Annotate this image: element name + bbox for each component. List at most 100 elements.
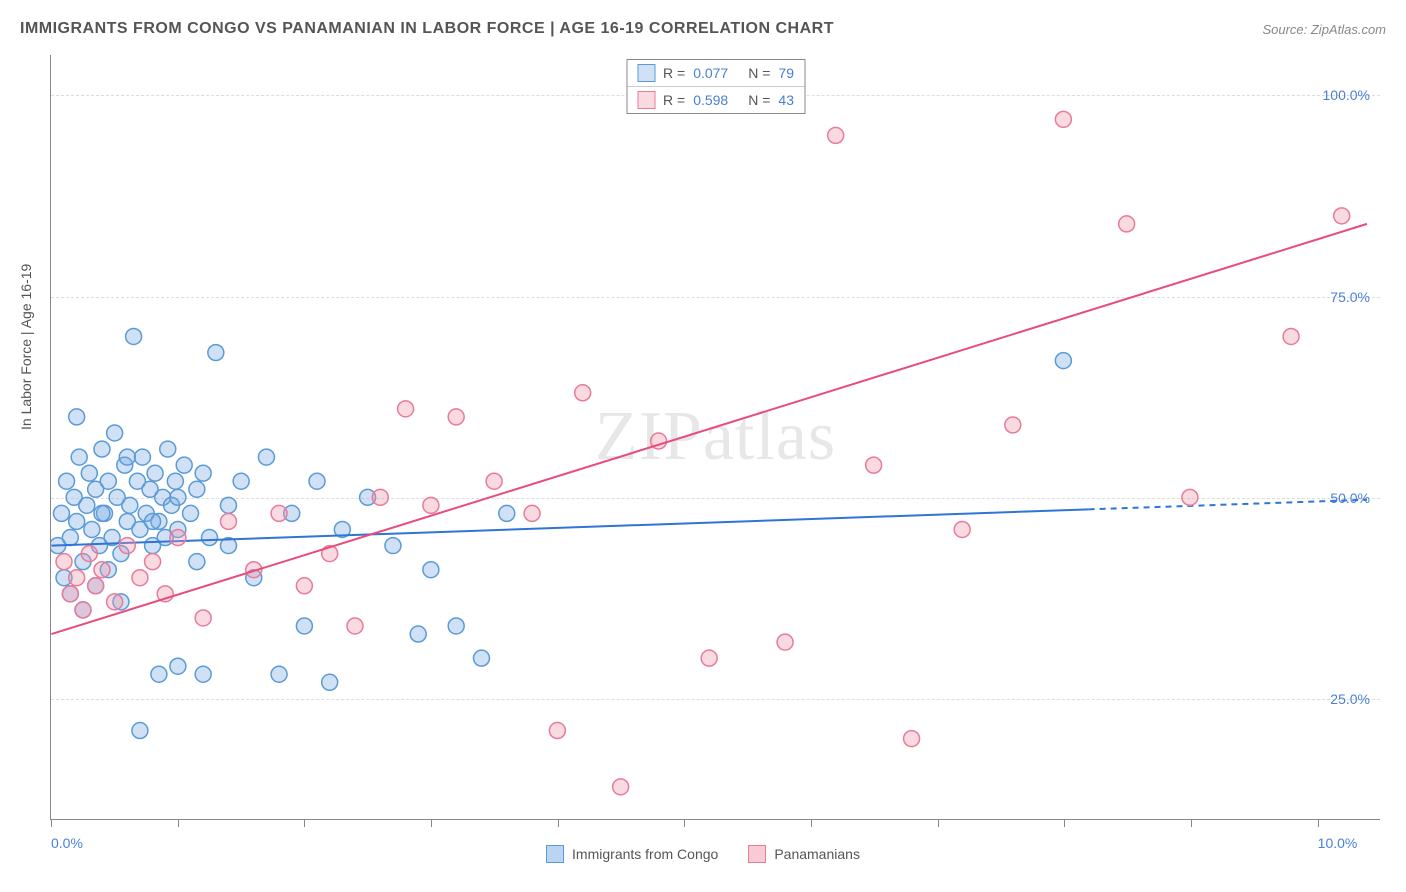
trend-line [51,509,1088,545]
scatter-point [613,779,629,795]
scatter-point [94,505,110,521]
scatter-point [119,449,135,465]
stat-n-value: 79 [778,65,794,81]
scatter-point [1055,353,1071,369]
scatter-point [904,731,920,747]
scatter-point [189,554,205,570]
scatter-point [59,473,75,489]
scatter-point [1283,328,1299,344]
legend-stat-row: R = 0.598N = 43 [627,86,804,113]
scatter-point [94,441,110,457]
scatter-point [107,425,123,441]
scatter-point [75,602,91,618]
title-bar: IMMIGRANTS FROM CONGO VS PANAMANIAN IN L… [20,20,1386,38]
scatter-point [170,530,186,546]
legend-swatch [546,845,564,863]
stat-n-label: N = [748,65,770,81]
plot-area: ZIPatlas R = 0.077N = 79R = 0.598N = 43 … [50,55,1380,820]
stat-r-label: R = [663,65,685,81]
scatter-point [866,457,882,473]
scatter-point [62,530,78,546]
scatter-point [132,723,148,739]
y-axis-label: In Labor Force | Age 16-19 [18,264,34,430]
legend-stats: R = 0.077 N = 79 R = 0.598N = 43 [626,59,805,114]
scatter-point [195,666,211,682]
scatter-point [271,666,287,682]
scatter-point [189,481,205,497]
stat-n-value: 43 [778,92,794,108]
scatter-point [423,497,439,513]
scatter-point [448,409,464,425]
legend-item: Immigrants from Congo [546,845,718,863]
scatter-point [296,578,312,594]
scatter-point [575,385,591,401]
scatter-point [160,441,176,457]
stat-r-value: 0.077 [693,65,728,81]
xtick [1318,819,1319,827]
scatter-point [100,473,116,489]
scatter-point [1334,208,1350,224]
chart-svg [51,55,1380,819]
scatter-point [167,473,183,489]
scatter-point [132,570,148,586]
scatter-point [828,127,844,143]
legend-swatch [637,64,655,82]
scatter-point [423,562,439,578]
xtick [1064,819,1065,827]
scatter-point [410,626,426,642]
xtick [51,819,52,827]
scatter-point [1055,111,1071,127]
scatter-point [309,473,325,489]
legend-swatch [748,845,766,863]
scatter-point [176,457,192,473]
scatter-point [322,674,338,690]
xtick [938,819,939,827]
scatter-point [486,473,502,489]
scatter-point [81,465,97,481]
trend-line [51,224,1367,634]
scatter-point [195,465,211,481]
scatter-point [208,345,224,361]
legend-label: Panamanians [774,846,860,862]
scatter-point [701,650,717,666]
xtick [811,819,812,827]
scatter-point [347,618,363,634]
scatter-point [53,505,69,521]
scatter-point [88,578,104,594]
scatter-point [195,610,211,626]
legend-stat-row: R = 0.077 N = 79 [627,60,804,86]
scatter-point [258,449,274,465]
scatter-point [220,513,236,529]
scatter-point [147,465,163,481]
xtick-label: 0.0% [51,835,83,851]
scatter-point [233,473,249,489]
scatter-point [81,546,97,562]
scatter-point [69,570,85,586]
scatter-point [524,505,540,521]
scatter-point [126,328,142,344]
scatter-point [122,497,138,513]
scatter-point [499,505,515,521]
scatter-point [170,658,186,674]
legend-swatch [637,91,655,109]
scatter-point [1005,417,1021,433]
scatter-point [69,513,85,529]
scatter-point [372,489,388,505]
scatter-point [94,562,110,578]
scatter-point [151,666,167,682]
scatter-point [107,594,123,610]
xtick [1191,819,1192,827]
stat-r-label: R = [663,92,685,108]
xtick [684,819,685,827]
scatter-point [954,521,970,537]
scatter-point [271,505,287,521]
scatter-point [220,497,236,513]
xtick [558,819,559,827]
legend-label: Immigrants from Congo [572,846,718,862]
scatter-point [398,401,414,417]
xtick [178,819,179,827]
scatter-point [202,530,218,546]
scatter-point [69,409,85,425]
xtick-label: 10.0% [1318,835,1358,851]
scatter-point [84,521,100,537]
